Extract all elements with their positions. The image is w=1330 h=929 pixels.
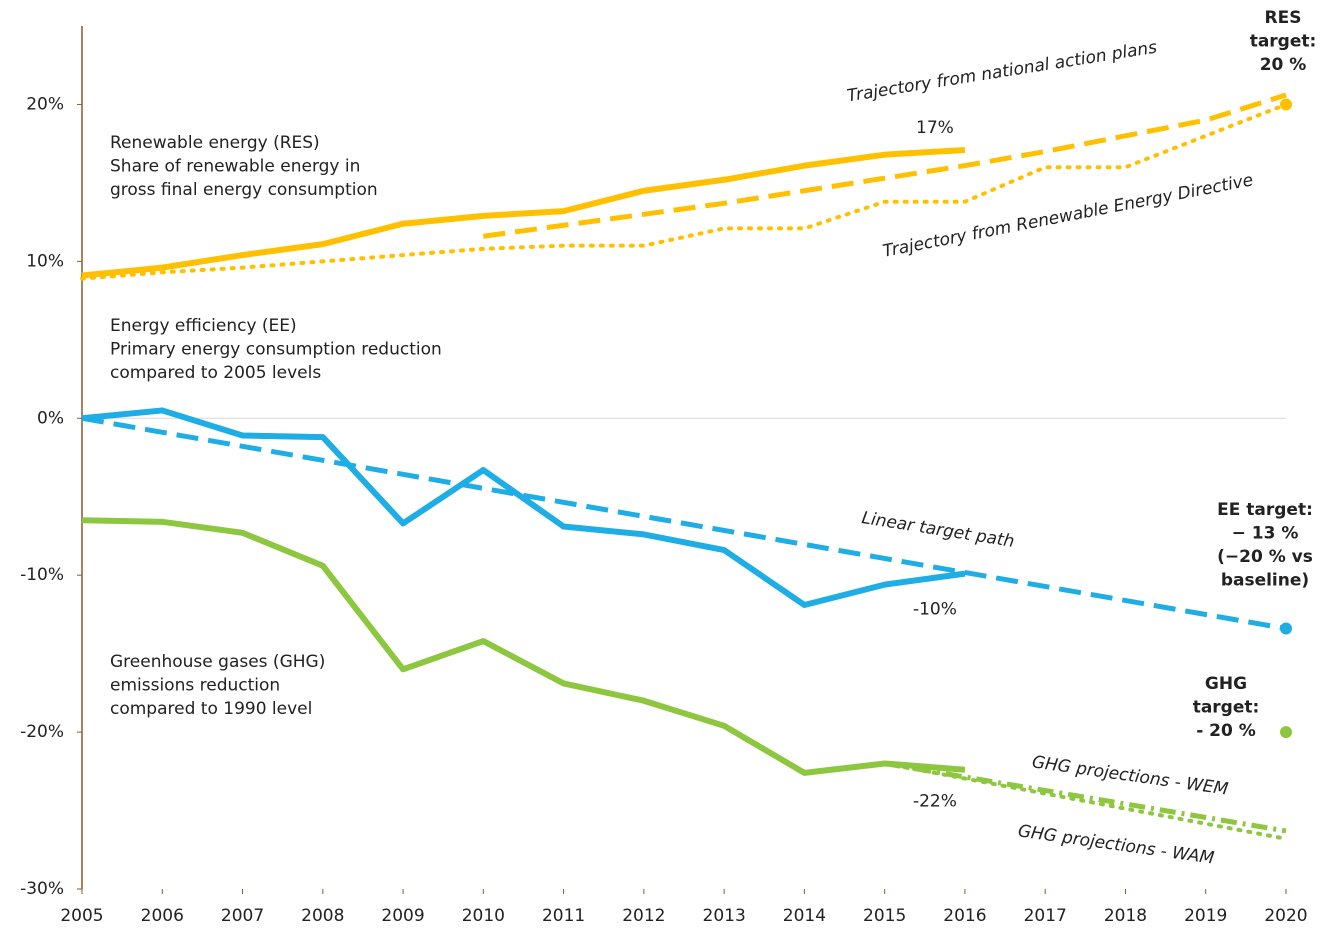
x-tick-label: 2005 [60,906,103,926]
annotation: GHG target: - 20 % [1193,674,1260,741]
series-line [80,102,1288,281]
annotation-line: GHG [1205,674,1247,694]
y-tick-label: 0% [37,408,64,428]
annotation: Renewable energy (RES) Share of renewable… [110,133,378,200]
y-tick-label: 10% [26,251,64,271]
annotation-line: Trajectory from national action plans [846,38,1159,107]
x-tick-label: 2006 [141,906,184,926]
annotation: EE target: − 13 % (−20 % vs baseline) [1217,500,1313,591]
data-label: -10% [913,600,957,620]
annotation-line: Greenhouse gases (GHG) [110,652,325,672]
annotation-line: Share of renewable energy in [110,157,360,177]
annotation-line: - 20 % [1196,721,1256,741]
annotation: Trajectory from Renewable Energy Directi… [881,170,1255,262]
annotation: Greenhouse gases (GHG) emissions reductio… [110,652,325,719]
series-line [81,407,966,608]
annotation-line: Trajectory from Renewable Energy Directi… [881,170,1255,262]
target-marker [1280,622,1292,635]
x-tick-label: 2007 [221,906,264,926]
annotation: RES target: 20 % [1250,8,1317,75]
annotation-line: target: [1250,32,1317,52]
x-tick-label: 2011 [542,906,585,926]
series-line [882,761,1288,841]
series-line [884,761,1287,834]
data-label: 17% [916,118,954,138]
annotation-line: GHG projections - WAM [1017,821,1216,868]
annotation-line: (−20 % vs [1217,547,1313,567]
x-tick-label: 2018 [1104,906,1147,926]
series-line [81,146,966,279]
y-tick-label: -20% [20,722,64,742]
x-tick-label: 2014 [783,906,826,926]
x-tick-label: 2020 [1264,906,1307,926]
x-tick-label: 2017 [1024,906,1067,926]
x-tick-label: 2010 [462,906,505,926]
annotation: Linear target path [860,508,1016,552]
series-line [482,92,1287,239]
target-marker [1280,98,1292,111]
annotation-line: target: [1193,698,1260,718]
annotation-line: gross final energy consumption [110,180,378,200]
series-line [81,415,1287,631]
annotation-line: compared to 2005 levels [110,363,321,383]
series-line [81,517,966,776]
x-tick-label: 2012 [622,906,665,926]
annotation-line: Renewable energy (RES) [110,133,320,153]
annotation-line: EE target: [1217,500,1313,520]
annotation-line: Primary energy consumption reduction [110,340,442,360]
data-label: -22% [913,792,957,812]
annotation: Trajectory from national action plans [846,38,1159,107]
annotation: Energy efficiency (EE) Primary energy con… [110,316,442,383]
y-tick-label: -30% [20,879,64,899]
x-tick-label: 2009 [381,906,424,926]
annotation-line: RES [1265,8,1302,28]
annotation-line: − 13 % [1232,524,1299,544]
annotation: GHG projections - WAM [1017,821,1216,868]
annotation-line: compared to 1990 level [110,699,312,719]
x-tick-label: 2019 [1184,906,1227,926]
y-tick-label: 20% [26,94,64,114]
annotation-line: 20 % [1260,55,1307,75]
annotation-line: Energy efficiency (EE) [110,316,297,336]
annotation-line: emissions reduction [110,676,280,696]
x-tick-label: 2016 [943,906,986,926]
x-tick-label: 2008 [301,906,344,926]
y-tick-label: -10% [20,565,64,585]
x-tick-label: 2015 [863,906,906,926]
annotation-line: Linear target path [860,508,1016,552]
x-tick-label: 2013 [703,906,746,926]
annotation-line: baseline) [1221,571,1309,591]
target-marker [1280,726,1292,739]
